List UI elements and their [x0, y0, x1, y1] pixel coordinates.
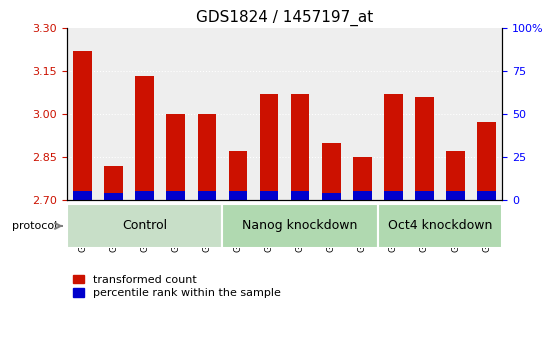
- Bar: [104, 193, 123, 200]
- Bar: [166, 114, 185, 200]
- FancyBboxPatch shape: [223, 204, 378, 248]
- Bar: [446, 191, 465, 200]
- Bar: [477, 191, 496, 200]
- Text: Nanog knockdown: Nanog knockdown: [242, 219, 358, 233]
- Text: protocol: protocol: [12, 221, 57, 231]
- Bar: [384, 94, 403, 200]
- Bar: [198, 114, 216, 200]
- Bar: [104, 166, 123, 200]
- Bar: [384, 191, 403, 200]
- Bar: [291, 191, 310, 200]
- Bar: [353, 157, 372, 200]
- Legend: transformed count, percentile rank within the sample: transformed count, percentile rank withi…: [73, 275, 280, 298]
- Bar: [229, 151, 247, 200]
- Bar: [322, 193, 340, 200]
- Text: Oct4 knockdown: Oct4 knockdown: [388, 219, 492, 233]
- Bar: [136, 77, 154, 200]
- Bar: [136, 191, 154, 200]
- FancyBboxPatch shape: [67, 204, 223, 248]
- Title: GDS1824 / 1457197_at: GDS1824 / 1457197_at: [196, 10, 373, 26]
- Bar: [229, 191, 247, 200]
- Bar: [446, 151, 465, 200]
- Bar: [322, 142, 340, 200]
- Bar: [166, 191, 185, 200]
- Bar: [353, 191, 372, 200]
- Bar: [291, 94, 310, 200]
- Bar: [259, 94, 278, 200]
- Bar: [477, 122, 496, 200]
- Bar: [415, 97, 434, 200]
- Bar: [198, 191, 216, 200]
- Bar: [259, 191, 278, 200]
- Bar: [73, 51, 92, 200]
- Bar: [415, 191, 434, 200]
- Bar: [73, 191, 92, 200]
- FancyBboxPatch shape: [378, 204, 502, 248]
- Text: Control: Control: [122, 219, 167, 233]
